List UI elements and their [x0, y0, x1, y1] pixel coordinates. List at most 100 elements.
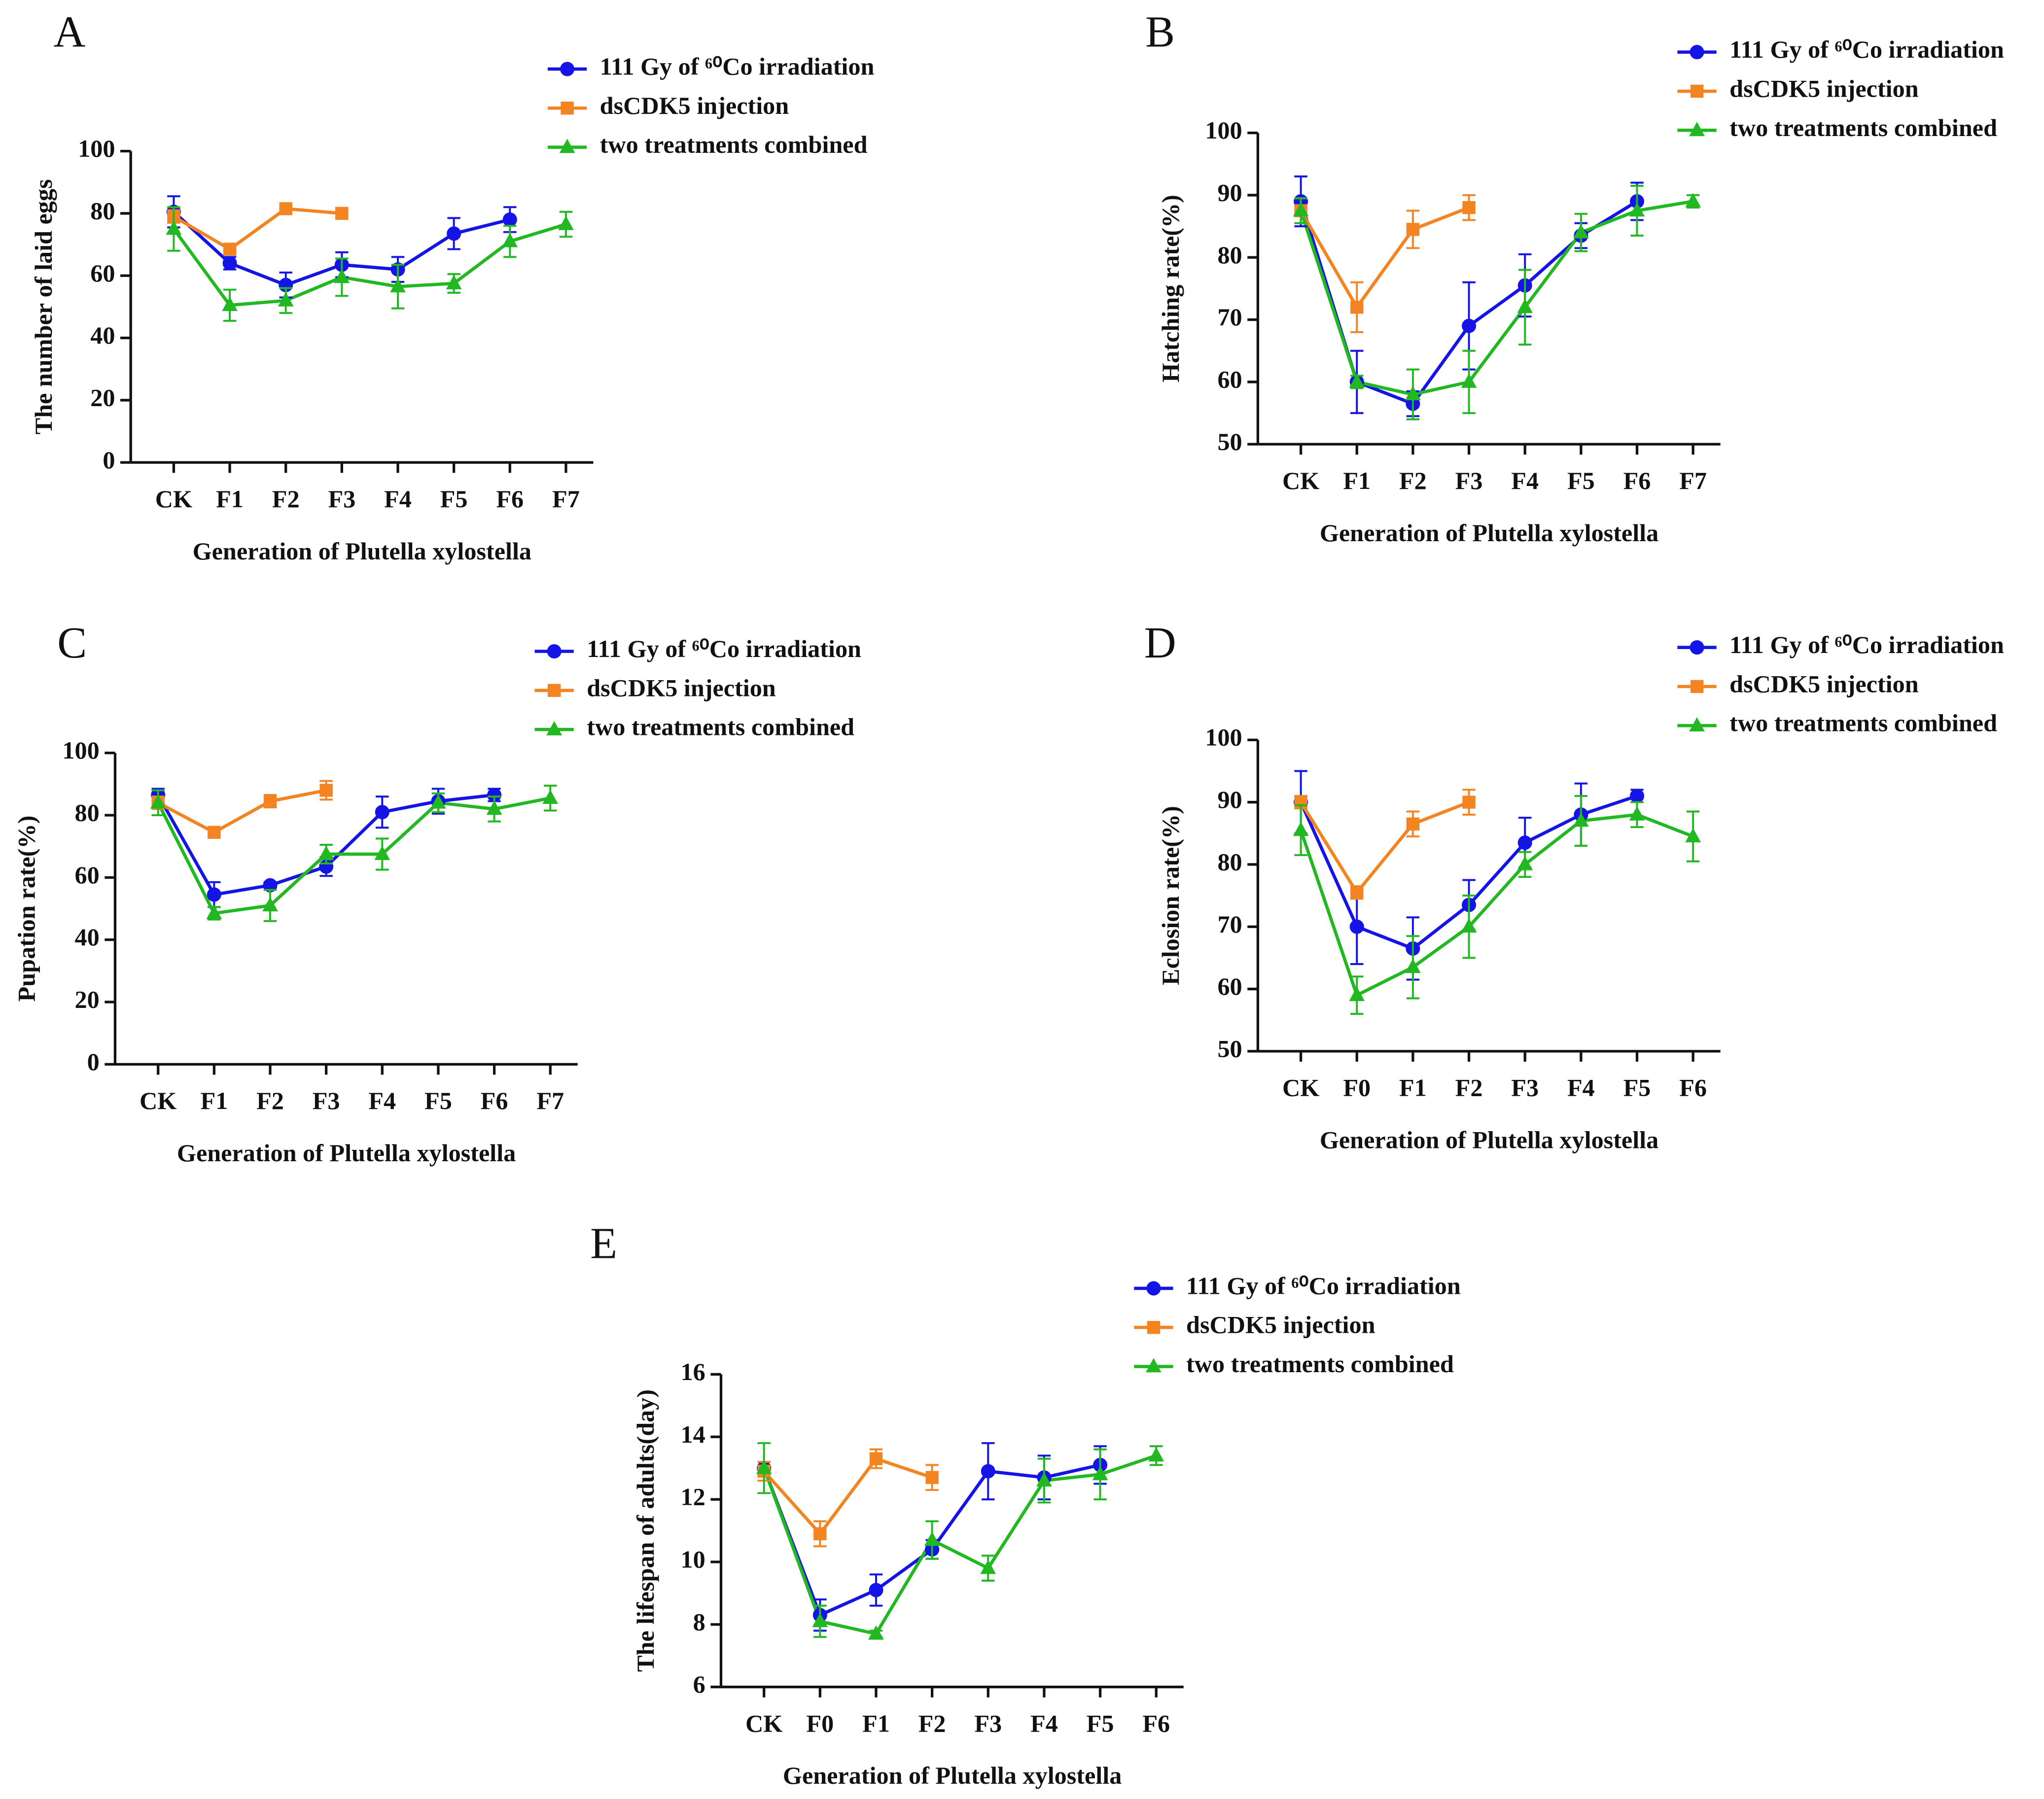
- x-tick-label: F3: [313, 1087, 340, 1114]
- panel-label: C: [57, 619, 87, 667]
- x-tick-label: F2: [1455, 1074, 1483, 1102]
- point: [279, 202, 292, 215]
- panel-label: A: [54, 8, 86, 57]
- y-tick-label: 60: [1217, 972, 1242, 1000]
- y-tick-label: 60: [1217, 365, 1242, 393]
- x-tick-label: F6: [1679, 1074, 1707, 1102]
- series-line: [1299, 813, 1694, 998]
- point: [375, 805, 389, 820]
- y-tick-label: 20: [90, 383, 115, 411]
- point: [1685, 828, 1701, 842]
- point: [207, 887, 221, 902]
- point: [925, 1471, 939, 1484]
- point: [868, 1625, 884, 1640]
- x-tick-label: F3: [1455, 467, 1483, 494]
- point: [486, 800, 502, 815]
- series-line: [762, 1454, 1157, 1636]
- x-tick-label: F6: [481, 1087, 508, 1114]
- point: [222, 256, 237, 271]
- point: [980, 1559, 996, 1574]
- x-tick-label: F5: [440, 485, 468, 513]
- point: [1350, 886, 1364, 899]
- point: [869, 1583, 883, 1597]
- x-tick-label: F3: [328, 485, 355, 513]
- panel-label: D: [1144, 619, 1176, 667]
- legend-label: two treatments combined: [1186, 1350, 1454, 1378]
- x-tick-label: F6: [496, 485, 524, 513]
- y-axis-title: Hatching rate(%): [1157, 195, 1184, 382]
- x-tick-label: CK: [1282, 1074, 1319, 1102]
- point: [390, 278, 406, 293]
- x-tick-label: F4: [1567, 1074, 1595, 1102]
- y-tick-label: 70: [1217, 303, 1242, 331]
- series-line: [156, 796, 551, 915]
- point: [924, 1531, 940, 1546]
- y-axis-title: Eclosion rate(%): [1157, 806, 1184, 985]
- y-tick-label: 50: [1217, 1035, 1242, 1062]
- point: [1573, 812, 1589, 827]
- y-tick-label: 100: [1205, 116, 1242, 144]
- x-axis-title: Generation of Plutella xylostella: [177, 1139, 516, 1167]
- panel-label: B: [1145, 8, 1175, 57]
- point: [1517, 856, 1533, 870]
- point: [1406, 223, 1420, 236]
- legend-marker: [1690, 680, 1704, 693]
- legend-label: 111 Gy of ⁶⁰Co irradiation: [587, 635, 861, 662]
- x-tick-label: F2: [256, 1087, 284, 1114]
- x-axis-title: Generation of Plutella xylostella: [1320, 1126, 1658, 1153]
- x-tick-label: CK: [745, 1710, 782, 1737]
- point: [756, 1459, 772, 1474]
- x-tick-label: CK: [1282, 467, 1319, 494]
- x-tick-label: F4: [368, 1087, 396, 1114]
- x-tick-label: F1: [200, 1087, 228, 1114]
- legend-label: two treatments combined: [587, 713, 854, 741]
- x-tick-label: F5: [1087, 1710, 1114, 1737]
- point: [1462, 318, 1477, 333]
- legend-label: 111 Gy of ⁶⁰Co irradiation: [600, 53, 875, 80]
- legend-label: dsCDK5 injection: [587, 674, 776, 701]
- y-tick-label: 16: [681, 1358, 705, 1385]
- legend-marker: [1690, 84, 1704, 98]
- legend-label: dsCDK5 injection: [1729, 75, 1919, 103]
- point: [319, 784, 333, 797]
- legend-label: two treatments combined: [1729, 114, 1997, 141]
- x-tick-label: CK: [155, 485, 192, 513]
- x-tick-label: F4: [1511, 467, 1539, 494]
- point: [262, 897, 278, 912]
- legend-label: two treatments combined: [600, 131, 868, 158]
- series-line: [1299, 200, 1693, 396]
- legend-label: dsCDK5 injection: [600, 92, 789, 119]
- point: [542, 790, 559, 804]
- point: [278, 292, 294, 307]
- legend-marker: [1690, 45, 1704, 60]
- y-tick-label: 40: [90, 321, 115, 349]
- x-tick-label: F6: [1623, 467, 1651, 494]
- point: [1349, 373, 1365, 388]
- point: [1629, 202, 1645, 217]
- x-tick-label: F0: [1343, 1074, 1371, 1102]
- x-tick-label: F4: [384, 485, 412, 513]
- point: [1517, 299, 1533, 313]
- point: [813, 1527, 827, 1541]
- point: [208, 826, 221, 839]
- y-tick-label: 100: [78, 135, 115, 162]
- point: [335, 207, 349, 220]
- x-tick-label: F2: [918, 1710, 946, 1737]
- legend-marker: [547, 684, 561, 697]
- y-tick-label: 40: [75, 923, 100, 951]
- x-tick-label: F2: [1399, 467, 1427, 494]
- point: [981, 1464, 995, 1479]
- series-line: [1299, 206, 1470, 311]
- legend-marker: [1689, 122, 1705, 137]
- y-tick-label: 50: [1217, 428, 1242, 455]
- point: [206, 904, 222, 919]
- x-tick-label: CK: [140, 1087, 176, 1114]
- y-tick-label: 0: [87, 1048, 100, 1075]
- y-tick-label: 80: [1217, 848, 1242, 875]
- x-axis-title: Generation of Plutella xylostella: [193, 537, 531, 565]
- point: [430, 794, 446, 809]
- point: [334, 269, 350, 283]
- point: [1462, 796, 1476, 809]
- point: [1036, 1472, 1052, 1487]
- point: [446, 275, 462, 289]
